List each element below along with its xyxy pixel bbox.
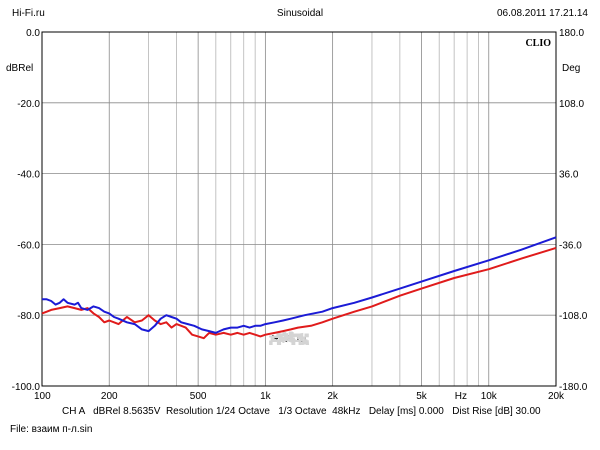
y-axis-left: 0.0 -20.0 -40.0 -60.0 -80.0 -100.0	[12, 28, 41, 393]
watermark-text: Hi-Fi.ru	[272, 334, 307, 345]
x-tick-label: 10k	[481, 391, 498, 402]
clio-logo: CLIO	[525, 38, 551, 49]
x-tick-label: 100	[34, 391, 51, 402]
y-tick-label: -20.0	[17, 99, 40, 110]
measurement-settings: CH A dBRel 8.5635V Resolution 1/24 Octav…	[62, 406, 541, 417]
grid-major	[42, 32, 556, 386]
x-tick-label: 500	[190, 391, 207, 402]
x-tick-label: 20k	[548, 391, 565, 402]
y2-axis-label: Deg	[562, 63, 580, 74]
x-tick-label: 200	[101, 391, 118, 402]
y2-tick-label: -180.0	[559, 382, 588, 393]
header-signal-type: Sinusoidal	[276, 8, 324, 19]
x-tick-label: Hz	[455, 391, 467, 402]
x-tick-label: 5k	[416, 391, 428, 402]
y2-tick-label: -108.0	[559, 311, 588, 322]
x-tick-label: 1k	[260, 391, 272, 402]
file-name: File: взаим п-л.sin	[10, 424, 93, 435]
grid-minor	[148, 32, 479, 386]
y-tick-label: -80.0	[17, 311, 40, 322]
y-tick-label: 0.0	[26, 28, 40, 39]
y-tick-label: -60.0	[17, 240, 40, 251]
y2-tick-label: 180.0	[559, 28, 584, 39]
y-axis-label: dBRel	[6, 63, 33, 74]
watermark: Hi-Fi.ru	[269, 331, 310, 348]
series-layer	[41, 236, 557, 340]
header-timestamp: 06.08.2011 17.21.14	[496, 8, 588, 19]
y2-tick-label: -36.0	[559, 240, 582, 251]
y2-tick-label: 108.0	[559, 99, 584, 110]
header-site: Hi-Fi.ru	[12, 8, 45, 19]
x-axis: 100 200 500 1k 2k 5k Hz 10k 20k	[34, 391, 565, 402]
y-axis-right: 180.0 108.0 36.0 -36.0 -108.0 -180.0	[559, 28, 588, 393]
series-line-1	[41, 246, 557, 340]
plot-frame	[41, 31, 557, 387]
series-line-2	[42, 236, 557, 334]
y-tick-label: -100.0	[12, 382, 41, 393]
y2-tick-label: 36.0	[559, 170, 579, 181]
x-tick-label: 2k	[327, 391, 339, 402]
y-tick-label: -40.0	[17, 170, 40, 181]
